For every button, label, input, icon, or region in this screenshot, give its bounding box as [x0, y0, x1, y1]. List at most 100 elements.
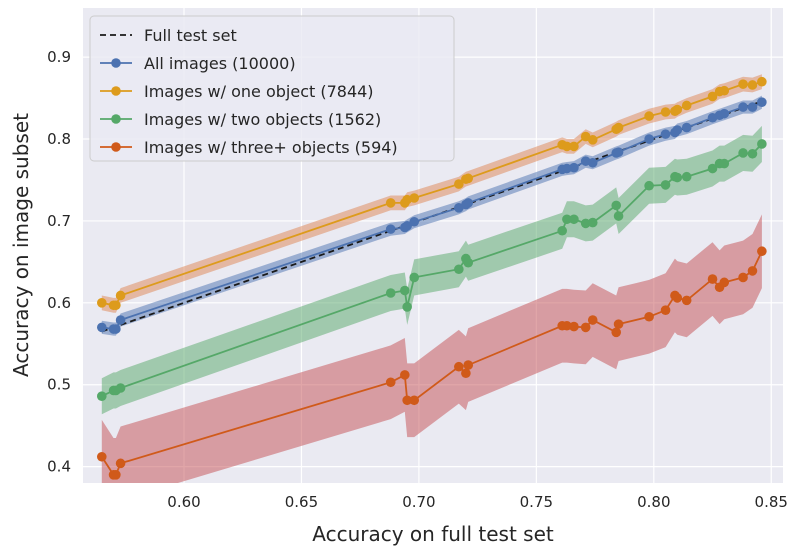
point-series-3 [587, 315, 598, 325]
point-series-3 [580, 322, 591, 333]
y-tick-label: 0.8 [47, 130, 71, 148]
point-series-2 [587, 217, 598, 228]
point-series-1 [569, 141, 579, 152]
point-series-1 [587, 135, 598, 145]
point-series-0 [672, 125, 683, 135]
point-series-3 [454, 361, 464, 372]
point-series-2 [96, 391, 107, 401]
point-series-3 [463, 360, 474, 370]
legend-swatch-marker [111, 86, 121, 96]
legend-entry-label: Images w/ two objects (1562) [144, 110, 381, 129]
point-series-2 [719, 158, 730, 169]
point-series-3 [385, 377, 396, 388]
point-series-1 [115, 290, 126, 301]
band-series-2 [101, 125, 762, 415]
legend-swatch-marker [111, 142, 121, 152]
point-series-1 [96, 298, 107, 308]
point-series-2 [580, 218, 591, 229]
point-series-3 [719, 277, 730, 288]
point-series-1 [613, 122, 624, 133]
point-series-2 [402, 302, 412, 312]
point-series-2 [115, 383, 126, 393]
point-series-0 [96, 322, 107, 333]
point-series-2 [747, 148, 758, 159]
y-axis-label: Accuracy on image subset [9, 113, 33, 377]
point-series-0 [613, 147, 624, 157]
legend-entry-label: All images (10000) [144, 54, 296, 73]
point-series-0 [569, 162, 579, 173]
legend-entry-label: Images w/ three+ objects (594) [144, 138, 398, 157]
point-series-3 [461, 368, 471, 379]
point-series-3 [660, 305, 671, 315]
point-series-1 [111, 300, 121, 311]
point-series-0 [747, 102, 758, 112]
legend-box [89, 15, 455, 162]
point-series-3 [402, 395, 412, 406]
x-tick-labels: 0.60 0.65 0.70 0.75 0.80 0.85 [167, 493, 788, 511]
point-series-0 [562, 163, 572, 174]
point-series-0 [738, 102, 748, 112]
point-series-1 [454, 179, 464, 189]
point-series-3 [611, 327, 622, 338]
x-tick-label: 0.85 [755, 493, 788, 511]
point-series-2 [660, 180, 671, 190]
point-series-1 [681, 100, 692, 111]
point-series-1 [672, 104, 683, 115]
point-series-3 [681, 295, 692, 306]
point-series-0 [409, 216, 420, 227]
point-series-0 [111, 324, 121, 334]
legend-entry-label: Full test set [144, 26, 237, 45]
point-series-1 [719, 85, 730, 96]
point-series-2 [562, 214, 572, 225]
point-series-3 [747, 266, 758, 276]
point-series-0 [757, 97, 767, 107]
y-tick-label: 0.5 [47, 376, 71, 394]
point-series-3 [757, 246, 767, 257]
point-series-1 [385, 198, 396, 208]
x-tick-label: 0.75 [520, 493, 553, 511]
point-series-1 [562, 141, 572, 152]
point-series-3 [707, 274, 718, 284]
point-series-1 [409, 193, 420, 203]
x-tick-label: 0.70 [402, 493, 435, 511]
point-series-2 [611, 200, 622, 211]
legend-swatch-marker [111, 114, 121, 124]
point-series-0 [385, 224, 396, 234]
point-series-2 [613, 211, 624, 221]
point-series-1 [747, 80, 758, 90]
x-axis-label: Accuracy on full test set [312, 522, 554, 546]
point-series-3 [613, 319, 624, 329]
point-series-3 [562, 320, 572, 331]
point-series-0 [660, 129, 671, 139]
y-tick-label: 0.9 [47, 48, 71, 66]
legend-entry-label: Images w/ one object (7844) [144, 82, 374, 101]
y-tick-labels: 0.4 0.5 0.6 0.7 0.8 0.9 [47, 48, 71, 475]
y-tick-label: 0.6 [47, 294, 71, 312]
band-series-3 [101, 214, 762, 483]
point-series-0 [115, 315, 126, 325]
point-series-0 [463, 198, 474, 208]
x-tick-label: 0.60 [167, 493, 200, 511]
point-series-2 [454, 264, 464, 275]
point-series-0 [681, 122, 692, 133]
point-series-0 [719, 108, 730, 119]
point-series-3 [644, 311, 654, 322]
point-series-0 [402, 221, 412, 231]
point-series-2 [557, 225, 567, 236]
point-series-2 [681, 171, 692, 182]
y-tick-label: 0.7 [47, 212, 71, 230]
y-tick-label: 0.4 [47, 458, 71, 476]
legend: Full test set All images (10000) Images w/… [89, 15, 455, 162]
point-series-0 [587, 157, 598, 168]
series-points [96, 76, 767, 480]
point-series-3 [569, 321, 579, 332]
point-series-3 [96, 451, 107, 462]
point-series-2 [400, 285, 410, 296]
point-series-1 [644, 111, 654, 121]
point-series-1 [757, 76, 767, 87]
point-series-2 [707, 163, 718, 174]
point-series-2 [757, 139, 767, 149]
point-series-1 [660, 107, 671, 117]
band-series-1 [101, 74, 762, 313]
